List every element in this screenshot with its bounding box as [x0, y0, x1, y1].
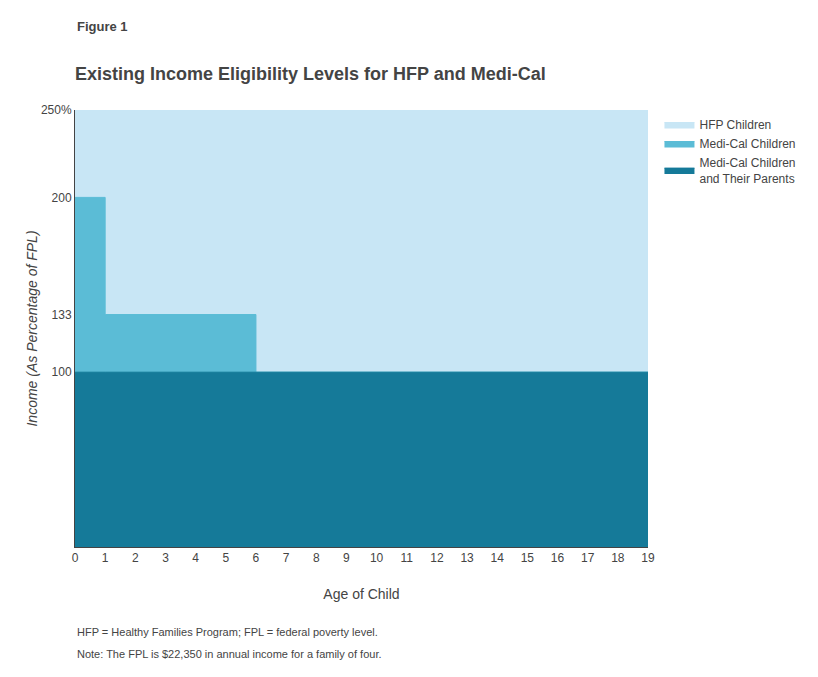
svg-text:6: 6 [253, 551, 260, 565]
svg-text:17: 17 [581, 551, 595, 565]
svg-text:12: 12 [430, 551, 444, 565]
svg-text:200: 200 [52, 191, 72, 205]
svg-text:3: 3 [162, 551, 169, 565]
svg-text:2: 2 [132, 551, 139, 565]
svg-text:133: 133 [52, 308, 72, 322]
svg-text:Note: The FPL is $22,350 in an: Note: The FPL is $22,350 in annual incom… [77, 648, 382, 660]
svg-text:4: 4 [192, 551, 199, 565]
svg-text:8: 8 [313, 551, 320, 565]
svg-text:19: 19 [641, 551, 655, 565]
svg-text:9: 9 [343, 551, 350, 565]
svg-text:16: 16 [551, 551, 565, 565]
svg-text:Age of Child: Age of Child [323, 586, 399, 602]
svg-text:10: 10 [370, 551, 384, 565]
svg-text:100: 100 [52, 365, 72, 379]
svg-text:Medi-Cal Childrenand Their Par: Medi-Cal Childrenand Their Parents [699, 156, 795, 186]
svg-text:11: 11 [401, 551, 414, 565]
svg-text:18: 18 [611, 551, 625, 565]
svg-text:14: 14 [491, 551, 505, 565]
svg-text:250%: 250% [41, 103, 72, 117]
svg-text:Medi-Cal Children: Medi-Cal Children [699, 137, 795, 151]
svg-text:5: 5 [222, 551, 229, 565]
svg-text:13: 13 [460, 551, 474, 565]
svg-text:15: 15 [521, 551, 535, 565]
svg-text:Existing Income Eligibility Le: Existing Income Eligibility Levels for H… [75, 64, 546, 84]
svg-text:HFP Children: HFP Children [699, 118, 771, 132]
svg-text:Income (As Percentage of FPL): Income (As Percentage of FPL) [24, 230, 40, 426]
svg-text:7: 7 [283, 551, 290, 565]
svg-text:HFP = Healthy Families Program: HFP = Healthy Families Program; FPL = fe… [77, 626, 378, 638]
svg-text:1: 1 [102, 551, 109, 565]
svg-text:Figure 1: Figure 1 [77, 19, 128, 34]
svg-text:0: 0 [72, 551, 79, 565]
